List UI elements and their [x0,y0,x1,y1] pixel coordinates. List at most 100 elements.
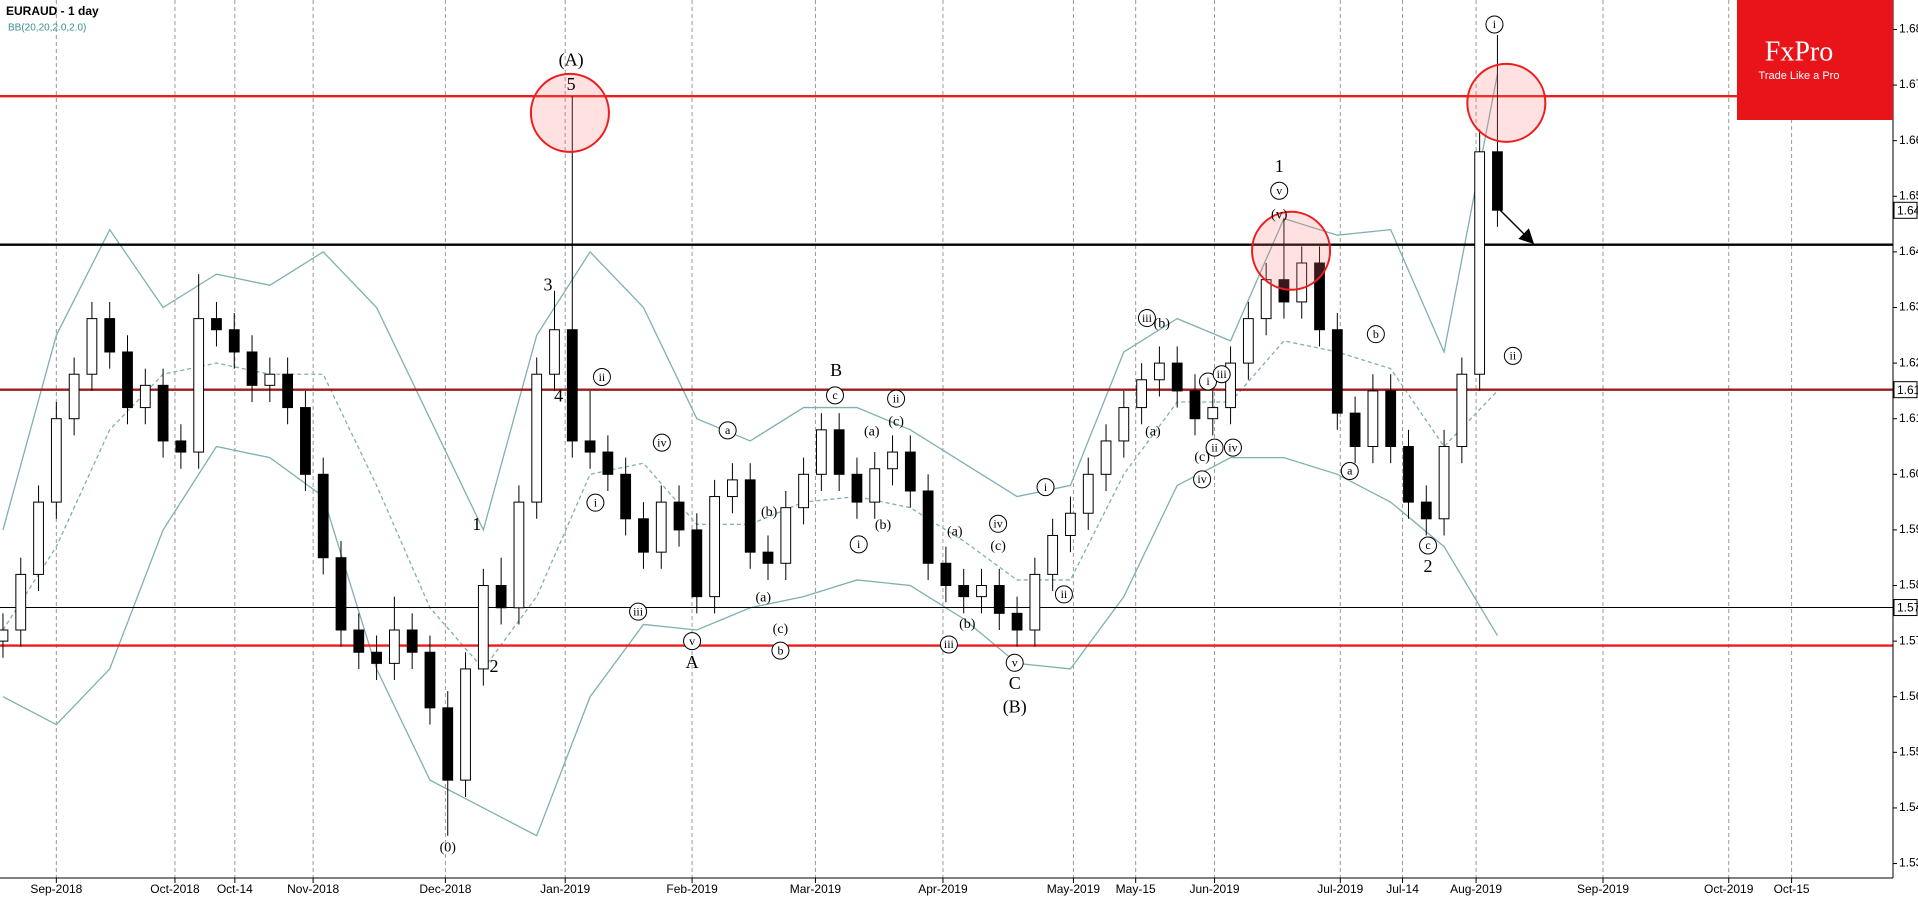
candle-body [1207,407,1219,420]
wave-label: iii [1217,367,1228,381]
wave-label: 3 [543,274,552,294]
candle-body [833,429,845,475]
wave-circle [718,421,737,440]
x-tick-label: Oct-2019 [1704,882,1754,896]
x-tick-label: Oct-15 [1774,882,1810,896]
candle-body [744,479,756,553]
candle-body [1065,512,1076,536]
y-tick-label: 1.66000 [1899,133,1918,147]
candle-body [1456,373,1468,448]
wave-circle [1054,585,1073,604]
wave-label: (a) [864,424,880,439]
wave-label: 2 [490,656,499,676]
price-label-box [1893,381,1918,399]
y-tick-label: 1.56000 [1899,689,1918,703]
wave-circle [849,535,868,554]
candle-body [335,557,347,631]
candle-body [460,668,471,781]
x-tick-label: Jul-2019 [1317,882,1363,896]
wave-label: c [1425,538,1430,552]
wave-label: (B) [1003,697,1027,718]
wave-label: iii [1142,311,1153,325]
y-tick-label: 1.53000 [1899,856,1918,870]
x-tick-label: Feb-2019 [666,882,718,896]
price-label-box [1893,599,1918,617]
x-tick-label: Jun-2019 [1190,882,1240,896]
candle-body [655,501,667,553]
candle-body [1260,279,1272,320]
x-tick-label: May-15 [1116,882,1156,896]
wave-label: 4 [554,386,563,406]
x-tick-label: Sep-2018 [30,882,82,896]
wave-circle [1419,536,1438,555]
candle-body [566,329,578,442]
candles-layer [0,35,1503,836]
wave-circle [989,514,1008,533]
candle-body [958,585,970,598]
wave-label: a [1347,464,1353,478]
wave-label: ii [893,391,900,405]
wave-circle [1340,461,1359,480]
wave-label: (c) [773,622,789,637]
wave-circle [1212,365,1231,384]
candle-body [887,451,898,470]
wave-label: (0) [440,841,457,856]
wave-circle [1205,438,1224,457]
candle-body [691,529,703,598]
candle-body [976,585,987,598]
candle-body [104,318,116,353]
wave-label: (c) [1194,450,1210,465]
candle-body [317,473,329,559]
y-tick-label: 1.58000 [1899,578,1918,592]
x-tick-label: Aug-2019 [1450,882,1502,896]
candle-body [371,651,382,664]
wave-label: i [1493,17,1497,31]
x-tick-label: Oct-2018 [150,882,200,896]
wave-label: (v) [1271,207,1288,222]
y-tick-label: 1.60000 [1899,466,1918,480]
candle-body [1296,262,1308,303]
grid-layer [55,0,1793,878]
candle-body [86,318,98,375]
wave-circle [652,433,671,452]
wave-label: B [830,360,842,380]
y-tick-label: 1.57000 [1899,633,1918,647]
wave-circle [1193,470,1212,489]
candle-body [1474,151,1486,375]
logo-box [1737,0,1893,120]
forecast-arrow [1499,209,1535,245]
wave-label: 1 [1275,156,1284,176]
y-tick-label: 1.68000 [1899,22,1918,36]
wave-circle [887,389,906,408]
candle-body [1171,362,1183,392]
y-tick-label: 1.65000 [1899,188,1918,202]
candle-body [1492,151,1503,211]
logo-name: FxPro [1765,36,1833,67]
candle-body [353,629,365,653]
wave-circle [1137,309,1156,328]
y-axis-strip [1893,0,1918,898]
wave-circle [1036,478,1055,497]
candle-body [1100,440,1112,475]
candle-body [139,384,151,409]
y-tick-label: 1.64000 [1899,244,1918,258]
x-tick-label: Oct-14 [217,882,253,896]
wave-label: iv [1197,472,1206,486]
wave-label: a [725,423,731,437]
wave-label: (c) [888,414,904,429]
candle-body [157,384,169,442]
candle-body [851,473,863,503]
candle-body [1118,407,1130,442]
candle-body [1349,412,1361,448]
y-tick-label: 1.62000 [1899,355,1918,369]
wave-label: (a) [947,524,963,539]
price-label: 1.57604 [1897,601,1918,615]
candle-body [264,373,276,386]
candle-body [513,501,525,609]
wave-label: (b) [1154,316,1171,331]
wave-circle [939,635,958,654]
wave-label: (a) [755,591,771,606]
candle-body [1420,501,1432,520]
